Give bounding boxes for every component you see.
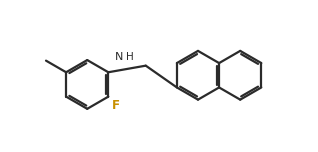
Text: H: H: [126, 52, 134, 62]
Text: F: F: [112, 99, 120, 112]
Text: N: N: [115, 52, 124, 62]
